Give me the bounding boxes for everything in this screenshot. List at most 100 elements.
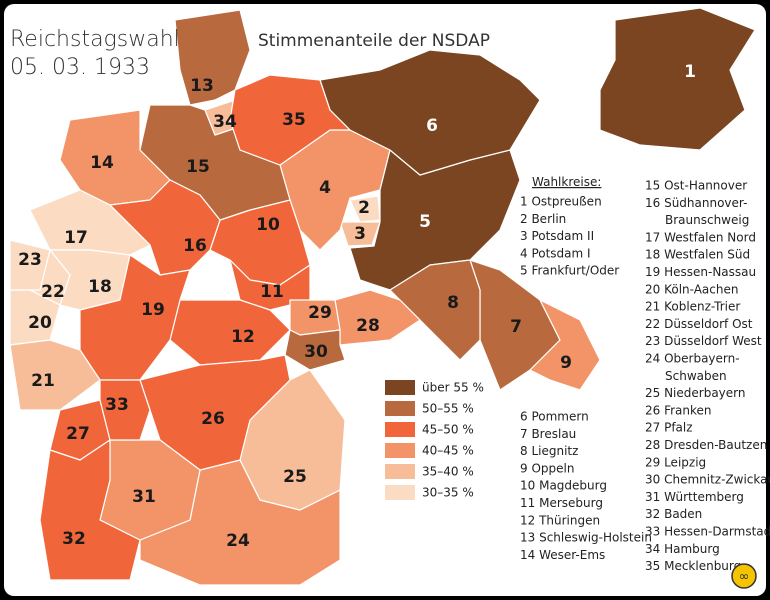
- region-label: 15: [186, 157, 210, 177]
- region-label: 3: [354, 224, 366, 244]
- list-entry: 11 Merseburg: [520, 496, 603, 510]
- region-label: 17: [64, 228, 88, 248]
- list-entry: 4 Potsdam I: [520, 246, 591, 260]
- region: [174, 9, 251, 106]
- region-label: 25: [283, 467, 307, 487]
- list-entry: 26 Franken: [645, 403, 712, 417]
- logo-glyph: ∞: [739, 570, 750, 585]
- region: [99, 379, 151, 441]
- region-label: 22: [41, 282, 65, 302]
- list-entry: 35 Mecklenburg: [645, 559, 741, 573]
- region-label: 2: [358, 198, 370, 218]
- region: [284, 329, 346, 371]
- list-entry: 17 Westfalen Nord: [645, 230, 756, 244]
- list-entry: 7 Breslau: [520, 427, 576, 441]
- region-label: 35: [282, 110, 306, 130]
- region-label: 27: [66, 424, 90, 444]
- region: [339, 221, 381, 247]
- list-entry: 32 Baden: [645, 507, 702, 521]
- list-entry: 23 Düsseldorf West: [645, 334, 762, 348]
- legend-label: 50–55 %: [422, 402, 474, 416]
- region-label: 19: [141, 300, 165, 320]
- legend-label: über 55 %: [422, 381, 484, 395]
- region: [109, 179, 221, 276]
- region-label: 14: [90, 153, 114, 173]
- region-label: 9: [560, 353, 572, 373]
- list-entry: 2 Berlin: [520, 212, 566, 226]
- list-entry: 24 Oberbayern-: [645, 352, 740, 366]
- region-label: 24: [226, 531, 250, 551]
- logo: [731, 563, 757, 589]
- list-entry: 1 Ostpreußen: [520, 195, 602, 209]
- list-entry: 25 Niederbayern: [645, 386, 746, 400]
- region-label: 4: [319, 178, 331, 198]
- district-list: 1 Ostpreußen 2 Berlin 3 Potsdam II 4 Potsda…: [520, 179, 770, 574]
- list-entry: 5 Frankfurt/Oder: [520, 264, 619, 278]
- region-label: 16: [183, 236, 207, 256]
- region: [529, 299, 601, 391]
- list-entry: Schwaben: [665, 369, 727, 383]
- region: [139, 354, 291, 471]
- date: 05. 03. 1933: [10, 55, 150, 80]
- region: [239, 369, 346, 511]
- legend-swatch: [385, 485, 415, 500]
- region-label: 33: [105, 395, 129, 415]
- region-label: 12: [231, 327, 255, 347]
- region-label: 18: [88, 277, 112, 297]
- list-entry: 22 Düsseldorf Ost: [645, 317, 753, 331]
- region-label: 7: [510, 317, 522, 337]
- legend-swatch: [385, 401, 415, 416]
- legend-swatch: [385, 422, 415, 437]
- region-label: 6: [426, 116, 438, 136]
- region-label: 32: [62, 529, 86, 549]
- list-entry: 30 Chemnitz-Zwickau: [645, 473, 770, 487]
- region: [39, 439, 141, 581]
- subtitle: Stimmenanteile der NSDAP: [258, 31, 490, 51]
- list-entry: 16 Südhannover-: [645, 196, 747, 210]
- region-label: 28: [356, 316, 380, 336]
- list-entry: 12 Thüringen: [520, 513, 600, 527]
- region: [389, 259, 481, 361]
- list-entry: 20 Köln-Aachen: [645, 282, 738, 296]
- list-entry: 10 Magdeburg: [520, 479, 607, 493]
- legend-label: 40–45 %: [422, 444, 474, 458]
- list-entry: 34 Hamburg: [645, 542, 720, 556]
- list-entry: 33 Hessen-Darmstadt: [645, 525, 770, 539]
- list-entry: 6 Pommern: [520, 410, 589, 424]
- region-label: 8: [447, 293, 459, 313]
- list-heading: Wahlkreise:: [532, 175, 601, 189]
- region: [229, 74, 351, 166]
- legend-label: 45–50 %: [422, 423, 474, 437]
- legend-label: 30–35 %: [422, 486, 474, 500]
- list-entry: Braunschweig: [665, 213, 749, 227]
- region: [9, 239, 51, 291]
- legend-label: 35–40 %: [422, 465, 474, 479]
- list-entry: 18 Westfalen Süd: [645, 248, 750, 262]
- region-label: 21: [31, 371, 55, 391]
- region: [169, 299, 291, 366]
- region-label: 10: [256, 215, 280, 235]
- list-entry: 27 Pfalz: [645, 421, 693, 435]
- region-label: 20: [28, 313, 52, 333]
- region-label: 13: [190, 76, 214, 96]
- list-entry: 19 Hessen-Nassau: [645, 265, 756, 279]
- list-entry: 28 Dresden-Bautzen: [645, 438, 767, 452]
- legend-swatch: [385, 464, 415, 479]
- list-entry: 8 Liegnitz: [520, 444, 578, 458]
- list-entry: 29 Leipzig: [645, 455, 706, 469]
- list-entry: 14 Weser-Ems: [520, 548, 605, 562]
- legend-swatch: [385, 380, 415, 395]
- region-label: 29: [308, 303, 332, 323]
- list-entry: 31 Württemberg: [645, 490, 744, 504]
- region-label: 31: [132, 487, 156, 507]
- region: [599, 7, 756, 151]
- list-entry: 9 Oppeln: [520, 461, 574, 475]
- list-entry: 3 Potsdam II: [520, 229, 594, 243]
- region-label: 23: [18, 250, 42, 270]
- region-label: 26: [201, 409, 225, 429]
- region-label: 1: [684, 62, 696, 82]
- title: Reichstagswahl: [10, 27, 180, 52]
- region-label: 34: [213, 112, 237, 132]
